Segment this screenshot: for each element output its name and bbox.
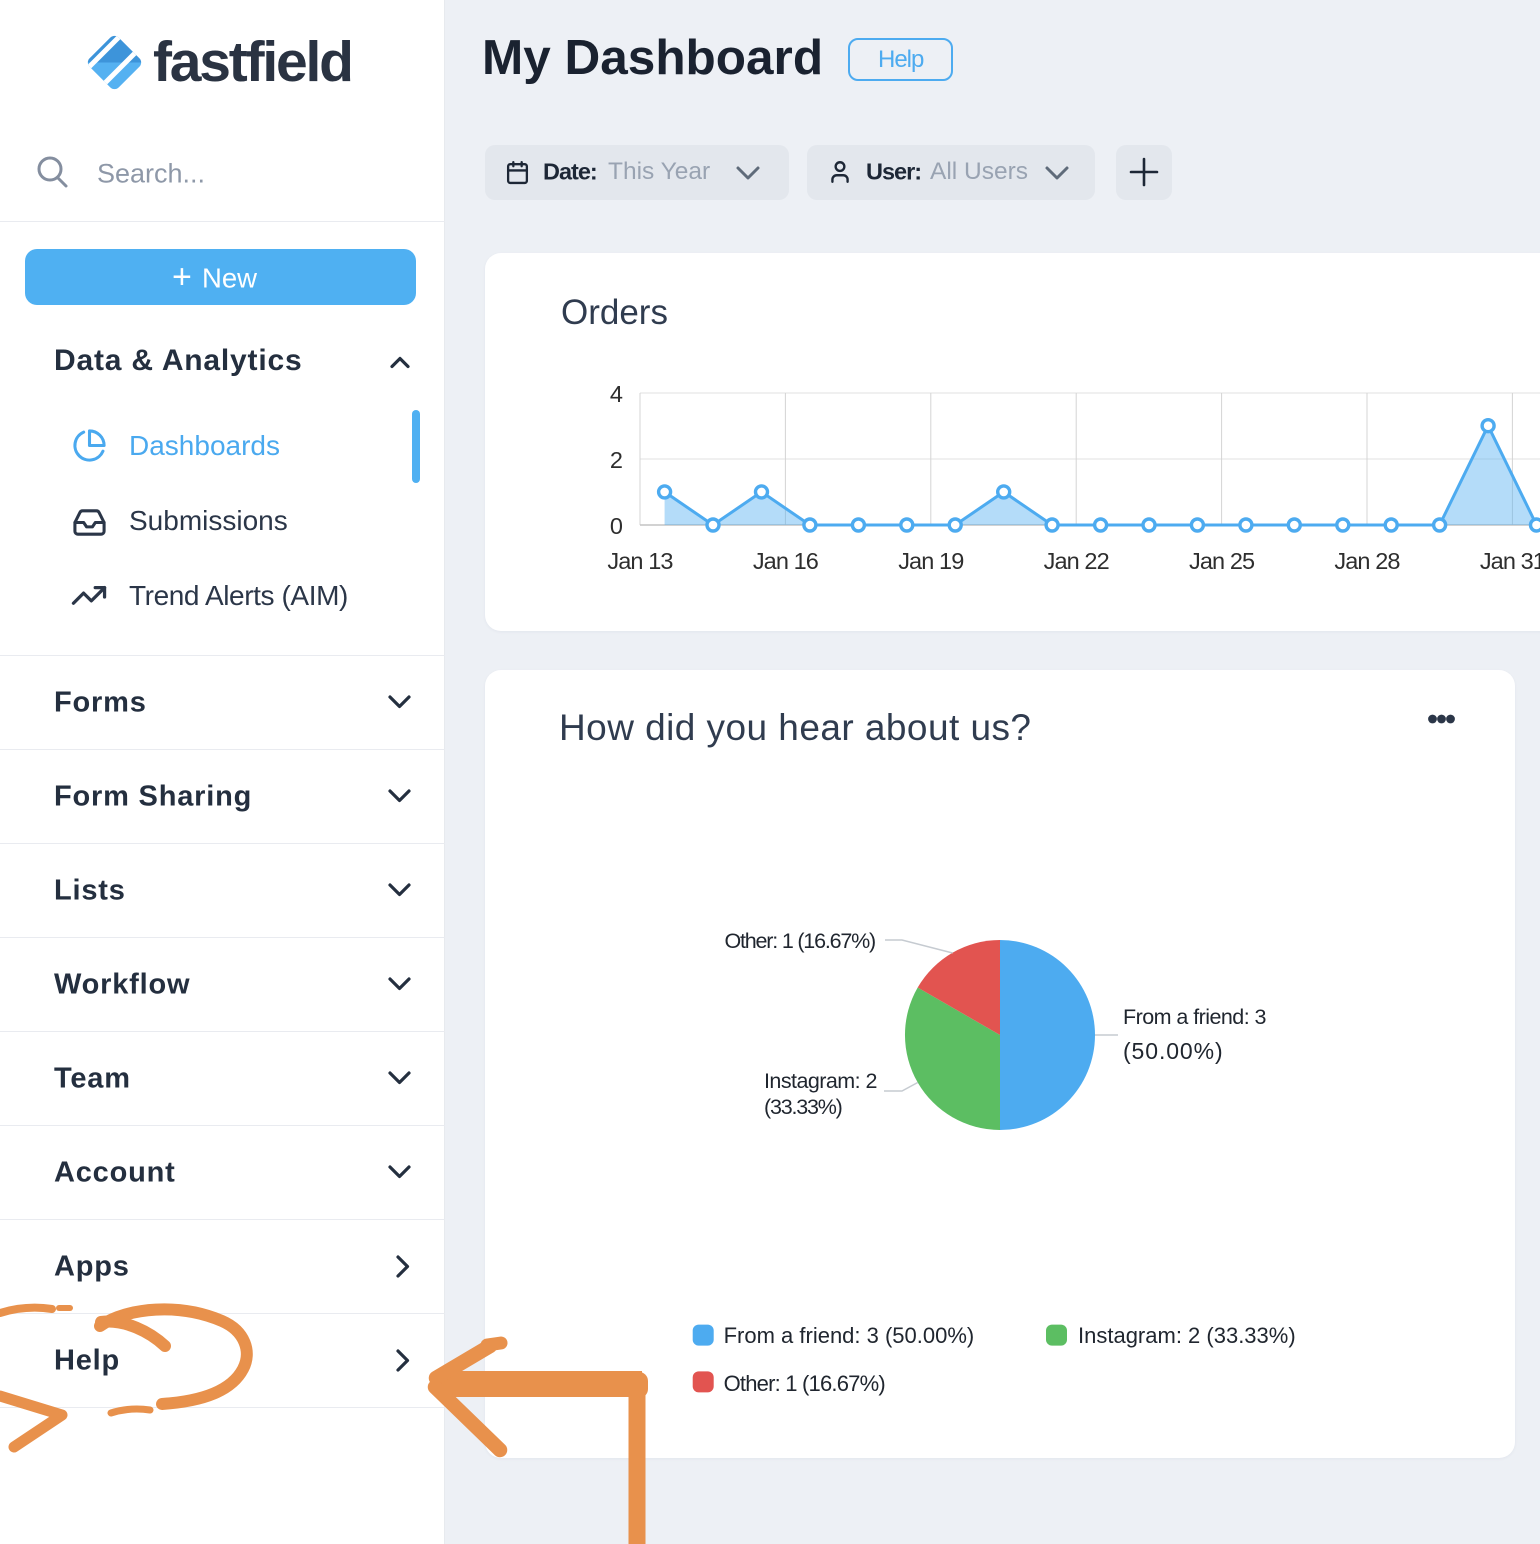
svg-text:Jan 22: Jan 22 — [1044, 548, 1109, 574]
svg-text:(50.00%): (50.00%) — [1123, 1038, 1224, 1064]
svg-text:Jan 16: Jan 16 — [753, 548, 819, 574]
svg-text:Other: 1 (16.67%): Other: 1 (16.67%) — [724, 1371, 885, 1396]
svg-text:(33.33%): (33.33%) — [764, 1095, 842, 1119]
svg-text:Jan 31: Jan 31 — [1480, 548, 1540, 574]
svg-text:Jan 25: Jan 25 — [1189, 548, 1255, 574]
svg-text:From a friend: 3 (50.00%): From a friend: 3 (50.00%) — [724, 1323, 975, 1348]
svg-text:0: 0 — [610, 513, 623, 539]
svg-text:Jan 28: Jan 28 — [1334, 548, 1400, 574]
svg-text:Jan 19: Jan 19 — [898, 548, 963, 574]
svg-text:From a friend: 3: From a friend: 3 — [1123, 1005, 1267, 1029]
svg-text:Jan 13: Jan 13 — [607, 548, 673, 574]
svg-text:Other: 1 (16.67%): Other: 1 (16.67%) — [725, 929, 876, 953]
svg-text:4: 4 — [610, 381, 623, 407]
svg-text:Instagram: 2 (33.33%): Instagram: 2 (33.33%) — [1078, 1323, 1296, 1348]
svg-text:2: 2 — [610, 447, 622, 473]
svg-text:Instagram: 2: Instagram: 2 — [764, 1069, 877, 1093]
